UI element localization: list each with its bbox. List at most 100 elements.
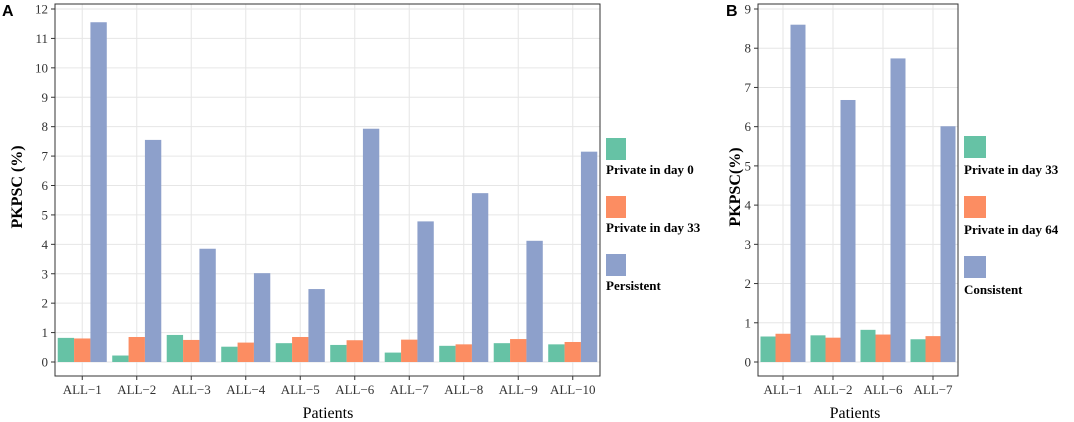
legend-swatch [606, 196, 626, 218]
grid-a [55, 4, 600, 376]
bars-b [760, 24, 956, 363]
y-tick-label: 8 [42, 119, 49, 134]
y-tick-label: 0 [42, 355, 49, 370]
grid-b [758, 4, 958, 376]
bar [526, 240, 543, 362]
y-tick-label: 6 [745, 119, 752, 134]
bar [292, 336, 309, 362]
legend-b: Private in day 33 Private in day 64 Consis… [964, 136, 1059, 297]
x-tick-label: ALL−6 [863, 382, 903, 397]
bar [362, 128, 380, 362]
y-tick-label: 8 [745, 41, 752, 56]
bar [890, 58, 906, 363]
bar [128, 336, 145, 362]
y-tick-label: 4 [745, 198, 752, 213]
legend-label: Consistent [964, 282, 1023, 297]
y-tick-label: 7 [42, 149, 49, 164]
legend-swatch [964, 256, 986, 278]
x-tick-label: ALL−4 [226, 382, 266, 397]
bar [493, 343, 511, 362]
x-ticks-a: ALL−1 ALL−2 ALL−3 ALL−4 ALL−5 ALL−6 ALL−7 ALL−8… [63, 376, 596, 397]
x-tick-label: ALL−1 [763, 382, 802, 397]
y-tick-label: 11 [35, 31, 48, 46]
y-tick-label: 5 [745, 158, 752, 173]
y-tick-label: 3 [42, 266, 49, 281]
bar [308, 289, 325, 362]
bar [510, 339, 527, 362]
bar [790, 24, 806, 362]
bars-a [57, 22, 598, 363]
panel-letter-b: B [726, 3, 738, 20]
x-tick-label: ALL−10 [550, 382, 596, 397]
bar [417, 221, 434, 362]
bar [775, 333, 791, 362]
legend-label: Private in day 33 [964, 162, 1059, 177]
y-tick-label: 9 [42, 90, 49, 105]
plot-background [758, 4, 958, 376]
y-tick-label: 1 [42, 325, 49, 340]
legend-label: Persistent [606, 278, 662, 293]
x-tick-label: ALL−2 [117, 382, 156, 397]
legend-swatch [606, 254, 626, 276]
bar [183, 339, 200, 362]
y-tick-label: 2 [42, 296, 49, 311]
x-tick-label: ALL−3 [172, 382, 211, 397]
legend-swatch [964, 136, 986, 158]
plot-frame-a [54, 3, 601, 377]
legend-swatch [964, 196, 986, 218]
bar [875, 334, 891, 362]
bar [74, 338, 91, 362]
x-axis-title-b: Patients [830, 405, 881, 422]
x-tick-label: ALL−5 [281, 382, 320, 397]
bar [564, 341, 581, 362]
bar [346, 340, 363, 362]
bar [825, 337, 841, 362]
x-tick-label: ALL−7 [913, 382, 953, 397]
bar [199, 248, 216, 362]
y-tick-label: 1 [745, 315, 752, 330]
y-ticks-b: 0 1 2 3 4 5 6 7 8 9 [745, 2, 758, 370]
legend-swatch [606, 138, 626, 160]
bar [90, 22, 107, 363]
legend-label: Private in day 33 [606, 220, 701, 235]
bar [253, 273, 271, 362]
bar [471, 193, 489, 362]
y-axis-title-a: PKPSC (%) [9, 145, 26, 228]
bar [144, 139, 162, 362]
y-tick-label: 12 [35, 2, 48, 17]
x-tick-label: ALL−2 [813, 382, 852, 397]
bar [57, 337, 75, 362]
y-tick-label: 9 [745, 2, 752, 17]
x-axis-title-a: Patients [303, 405, 354, 422]
legend-label: Private in day 64 [964, 222, 1059, 237]
bar [275, 343, 293, 362]
y-tick-label: 6 [42, 178, 49, 193]
bar [439, 345, 456, 362]
bar [860, 329, 876, 362]
x-tick-label: ALL−1 [63, 382, 102, 397]
x-tick-label: ALL−7 [390, 382, 430, 397]
x-ticks-b: ALL−1 ALL−2 ALL−6 ALL−7 [763, 376, 953, 397]
bar [925, 336, 941, 362]
y-tick-label: 5 [42, 207, 49, 222]
bar [166, 334, 184, 362]
bar [840, 99, 856, 363]
bar [237, 342, 254, 362]
bar [455, 344, 472, 362]
legend-label: Private in day 0 [606, 162, 694, 177]
y-axis-title-b: PKPSC(%) [727, 147, 744, 226]
y-tick-label: 10 [35, 60, 48, 75]
bar [401, 339, 418, 362]
plot-frame-b [757, 3, 959, 377]
bar [112, 355, 129, 362]
bar [580, 151, 598, 362]
x-tick-label: ALL−8 [444, 382, 483, 397]
bar [940, 126, 956, 362]
bar [760, 336, 776, 362]
legend-a: Private in day 0 Private in day 33 Persist… [606, 138, 701, 293]
bar [910, 339, 926, 362]
